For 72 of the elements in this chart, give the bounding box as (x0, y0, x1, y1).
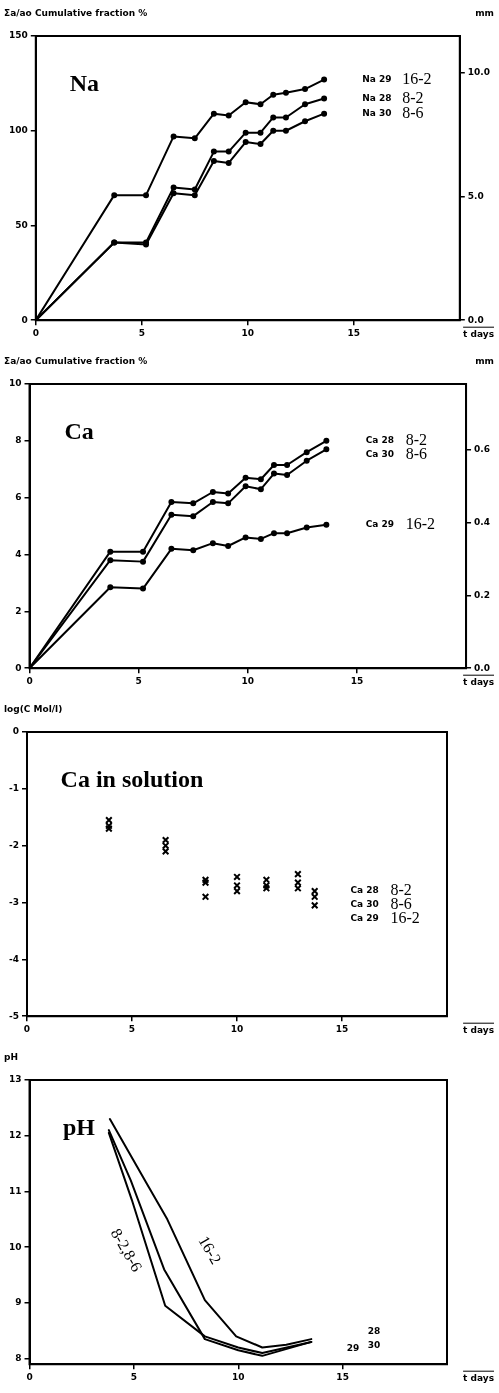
y-axis-title: Σa/ao Cumulative fraction % (4, 8, 148, 19)
y-tick-label: -5 (9, 1010, 19, 1021)
text: Ca 30 (350, 899, 379, 910)
text: Ca 28 (350, 885, 379, 896)
x-tick-label: 10 (241, 327, 255, 338)
annotation: 28 (367, 1325, 381, 1336)
x-tick-label: 10 (230, 1023, 244, 1034)
y-tick-label: -2 (9, 840, 19, 851)
text: pH (62, 1113, 96, 1140)
y2-axis-title: mm (475, 8, 494, 19)
y2-axis-title: mm (475, 356, 494, 367)
y-axis-title: Σa/ao Cumulative fraction % (4, 356, 148, 367)
y-tick-label: 50 (15, 219, 28, 230)
annotation: 30 (367, 1340, 381, 1351)
x-tick-label: 5 (130, 1371, 138, 1382)
text: Na (69, 69, 100, 96)
y2-tick-label: 0.2 (474, 589, 491, 600)
annotation: 8-6 (402, 103, 424, 121)
y-tick-label: 13 (8, 1074, 22, 1085)
y2-tick-label: 0.0 (467, 314, 484, 325)
x-axis-title: t days (463, 676, 494, 687)
annotation: 29 (346, 1342, 360, 1353)
x-tick-label: 0 (32, 327, 39, 338)
x-tick-label: 15 (336, 1371, 349, 1382)
y-tick-label: -1 (9, 783, 19, 794)
text: Ca in solution (60, 765, 204, 792)
y-tick-label: 12 (8, 1130, 22, 1141)
x-tick-label: 5 (138, 327, 145, 338)
y2-tick-label: 5.0 (467, 190, 484, 201)
annotation: 16-2 (402, 69, 432, 87)
x-tick-label: 15 (335, 1023, 349, 1034)
y-tick-label: 4 (15, 548, 22, 559)
y-axis-title: pH (4, 1052, 18, 1063)
y-tick-label: -3 (9, 896, 19, 907)
text: Na 30 (362, 108, 392, 119)
x-tick-label: 10 (232, 1371, 245, 1382)
y-tick-label: 0 (21, 314, 28, 325)
x-tick-label: 15 (350, 675, 364, 686)
text: Ca 29 (350, 913, 379, 924)
x-tick-label: 15 (347, 327, 361, 338)
x-tick-label: 5 (128, 1023, 136, 1034)
x-tick-label: 5 (135, 675, 142, 686)
text: Na 28 (362, 92, 392, 103)
y-axis-title: log(C Mol/l) (4, 704, 63, 715)
y-tick-label: 11 (8, 1185, 22, 1196)
text: Ca 28 (365, 435, 394, 446)
text: Ca 30 (365, 449, 394, 460)
y-tick-label: 0 (15, 662, 22, 673)
y-tick-label: 100 (8, 125, 28, 136)
text: Ca 29 (365, 519, 394, 530)
y-tick-label: 10 (8, 1241, 22, 1252)
text: Na 29 (362, 73, 392, 84)
annotation: 16-2 (405, 514, 435, 532)
y-tick-label: 6 (15, 492, 22, 503)
y2-tick-label: 10.0 (467, 67, 491, 78)
text: Ca (64, 417, 94, 444)
x-axis-title: t days (463, 328, 494, 339)
y-tick-label: -4 (9, 953, 19, 964)
x-axis-title: t days (463, 1372, 494, 1383)
y-tick-label: 10 (8, 378, 22, 389)
y-tick-label: 9 (15, 1297, 22, 1308)
y-tick-label: 8 (15, 435, 22, 446)
x-tick-label: 10 (241, 675, 255, 686)
y-tick-label: 0 (12, 726, 19, 737)
y2-tick-label: 0.4 (474, 516, 491, 527)
x-axis-title: t days (463, 1024, 494, 1035)
annotation: 8-2 (402, 88, 424, 106)
y-tick-label: 8 (15, 1352, 22, 1363)
y2-tick-label: 0.0 (474, 662, 491, 673)
y-tick-label: 150 (8, 30, 28, 41)
y2-tick-label: 0.6 (474, 443, 491, 454)
y-tick-label: 2 (15, 605, 22, 616)
